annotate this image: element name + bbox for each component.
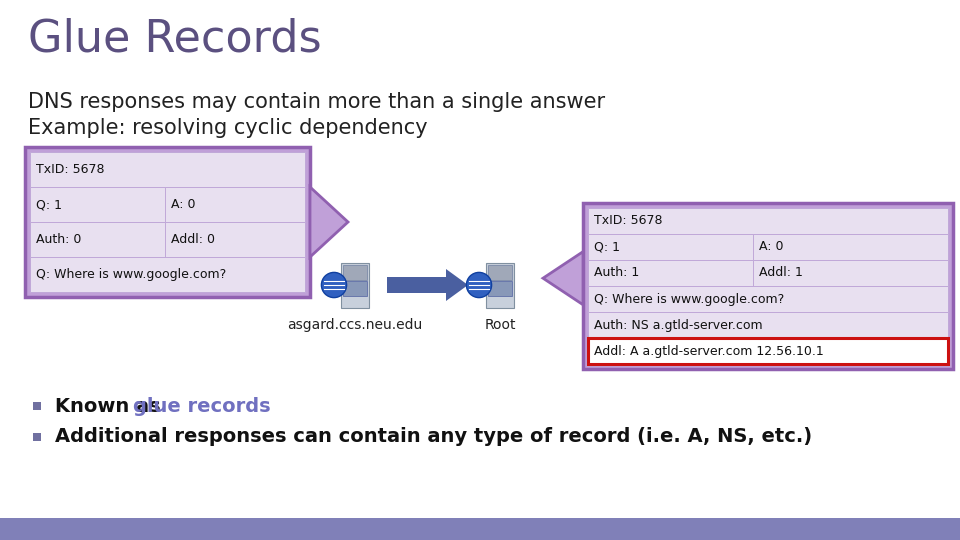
Bar [588, 312, 948, 338]
Polygon shape [543, 252, 583, 305]
Bar [387, 277, 446, 293]
Bar [343, 280, 367, 296]
Bar [488, 265, 512, 280]
Bar [588, 338, 948, 364]
Bar [588, 286, 948, 312]
Polygon shape [446, 269, 468, 301]
Bar [25, 147, 310, 297]
Text: Q: Where is www.google.com?: Q: Where is www.google.com? [594, 293, 784, 306]
Bar [165, 187, 305, 222]
Bar [33, 433, 41, 441]
Text: Addl: 0: Addl: 0 [171, 233, 215, 246]
Bar [165, 222, 305, 257]
Ellipse shape [322, 272, 347, 298]
Bar [588, 208, 948, 234]
Text: Root: Root [484, 318, 516, 332]
Text: A: 0: A: 0 [759, 240, 783, 253]
Polygon shape [310, 187, 348, 257]
Bar [30, 222, 305, 257]
Bar [488, 280, 512, 296]
Text: DNS responses may contain more than a single answer: DNS responses may contain more than a si… [28, 92, 605, 112]
Text: Auth: NS a.gtld-server.com: Auth: NS a.gtld-server.com [594, 319, 762, 332]
Text: TxID: 5678: TxID: 5678 [36, 163, 105, 176]
Text: Q: 1: Q: 1 [36, 198, 62, 211]
Text: Additional responses can contain any type of record (i.e. A, NS, etc.): Additional responses can contain any typ… [55, 428, 812, 447]
Text: Glue Records: Glue Records [28, 18, 322, 61]
Bar [588, 234, 948, 260]
Bar [588, 260, 948, 286]
Text: Known as: Known as [55, 396, 167, 415]
Text: TxID: 5678: TxID: 5678 [594, 214, 662, 227]
Bar [30, 187, 305, 222]
Bar [753, 260, 948, 286]
Text: asgard.ccs.neu.edu: asgard.ccs.neu.edu [287, 318, 422, 332]
Bar [486, 262, 514, 307]
Text: Q: 1: Q: 1 [594, 240, 620, 253]
Bar [341, 262, 369, 307]
Bar [753, 234, 948, 260]
Text: A: 0: A: 0 [171, 198, 196, 211]
Bar [0, 518, 960, 540]
Bar [343, 265, 367, 280]
Text: Example: resolving cyclic dependency: Example: resolving cyclic dependency [28, 118, 427, 138]
Text: Auth: 0: Auth: 0 [36, 233, 82, 246]
Text: Addl: 1: Addl: 1 [759, 267, 803, 280]
Bar [583, 203, 953, 369]
Bar [30, 152, 305, 187]
Text: Auth: 1: Auth: 1 [594, 267, 639, 280]
Text: Q: Where is www.google.com?: Q: Where is www.google.com? [36, 268, 227, 281]
Bar [33, 402, 41, 410]
Ellipse shape [467, 272, 492, 298]
Text: Addl: A a.gtld-server.com 12.56.10.1: Addl: A a.gtld-server.com 12.56.10.1 [594, 345, 824, 357]
Text: glue records: glue records [133, 396, 271, 415]
Bar [30, 257, 305, 292]
